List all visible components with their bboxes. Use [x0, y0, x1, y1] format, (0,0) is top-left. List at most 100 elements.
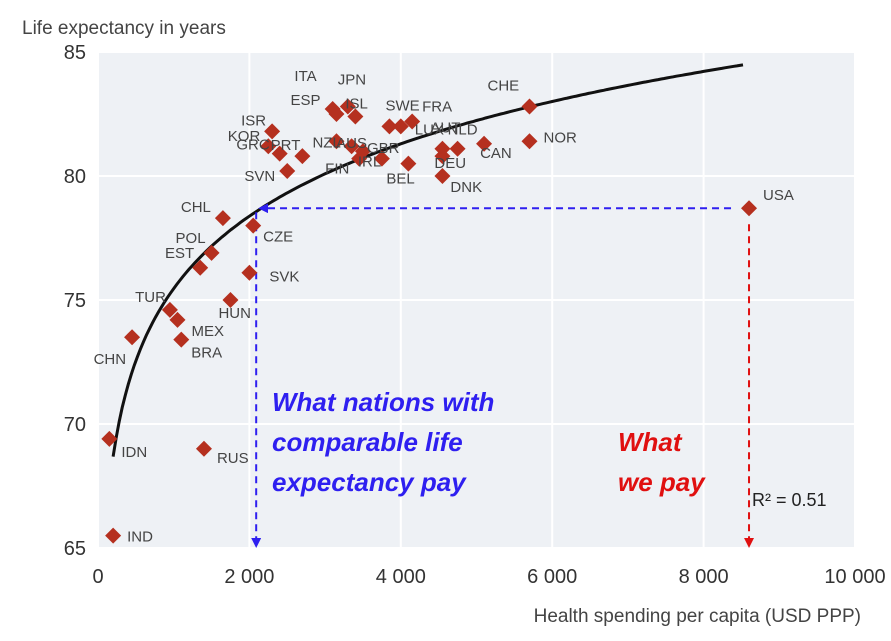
data-points: [101, 98, 758, 544]
annotation-line: What: [618, 427, 683, 457]
annotation-line: comparable life: [272, 427, 463, 457]
data-point-nzl: [328, 133, 345, 150]
y-tick-label: 70: [64, 414, 86, 436]
data-point-kor: [260, 138, 277, 155]
point-label-svn: SVN: [244, 168, 275, 185]
data-point-dnk: [434, 168, 451, 184]
trend-curve: [111, 63, 744, 457]
data-point-bra: [173, 331, 190, 348]
data-point-isl: [347, 108, 364, 125]
data-point-est: [192, 259, 209, 276]
point-label-ind: IND: [127, 529, 153, 546]
point-label-usa: USA: [763, 187, 794, 204]
data-point-bel: [400, 155, 417, 172]
point-label-can: CAN: [480, 145, 512, 162]
data-point-rus: [195, 440, 212, 457]
y-axis-title: Life expectancy in years: [22, 18, 226, 39]
data-point-svk: [241, 264, 258, 281]
point-label-kor: KOR: [228, 128, 261, 145]
data-point-hun: [222, 292, 239, 308]
data-point-prt: [294, 148, 311, 165]
annotation-line: we pay: [618, 467, 706, 497]
x-axis-ticks: 0 2 000 4 000 6 000 8 000 10 000: [92, 566, 885, 588]
point-label-chn: CHN: [94, 351, 127, 368]
point-label-nld: NLD: [448, 122, 478, 139]
point-label-grc: GRC: [236, 137, 270, 154]
point-label-rus: RUS: [217, 450, 249, 467]
point-label-bra: BRA: [191, 345, 222, 362]
y-tick-label: 65: [64, 538, 86, 560]
y-tick-label: 85: [64, 42, 86, 64]
point-label-aus: AUS: [336, 135, 367, 152]
x-tick-label: 2 000: [224, 566, 274, 588]
point-label-aut: AUT: [430, 120, 460, 137]
point-label-chl: CHL: [181, 199, 211, 216]
data-point-cze: [245, 217, 262, 234]
point-label-fra: FRA: [422, 98, 452, 115]
point-label-cze: CZE: [263, 229, 293, 246]
annotation-comparable-nations: What nations with comparable life expectan…: [272, 387, 494, 497]
x-tick-label: 10 000: [824, 566, 885, 588]
y-tick-label: 80: [64, 166, 86, 188]
data-point-svn: [279, 163, 296, 180]
data-point-usa: [741, 200, 758, 217]
data-point-jpn: [339, 98, 356, 115]
point-label-swe: SWE: [385, 97, 419, 114]
y-axis-ticks: 65 70 75 80 85: [64, 42, 86, 560]
data-point-aus: [343, 138, 360, 155]
point-label-mex: MEX: [191, 323, 224, 340]
data-point-idn: [101, 430, 118, 447]
data-point-nld: [449, 140, 466, 157]
data-point-tur: [161, 301, 178, 318]
data-point-deu: [434, 148, 451, 165]
x-tick-label: 8 000: [679, 566, 729, 588]
data-point-esp: [328, 106, 345, 122]
x-tick-label: 0: [92, 566, 103, 588]
data-point-che: [521, 98, 538, 115]
point-label-hun: HUN: [218, 305, 251, 322]
r-squared-label: R² = 0.51: [752, 490, 827, 510]
point-label-dnk: DNK: [450, 179, 482, 196]
point-label-tur: TUR: [135, 289, 166, 306]
annotation-what-we-pay: What we pay: [618, 427, 706, 497]
data-point-ind: [105, 527, 122, 544]
annotation-line: expectancy pay: [272, 467, 467, 497]
data-point-fra: [404, 113, 421, 130]
point-label-isr: ISR: [241, 112, 266, 129]
point-label-ita: ITA: [294, 68, 316, 85]
data-point-irl: [373, 150, 390, 167]
point-label-svk: SVK: [269, 269, 299, 286]
point-label-deu: DEU: [434, 155, 466, 172]
x-tick-label: 6 000: [527, 566, 577, 588]
data-point-chl: [214, 210, 231, 227]
point-label-pol: POL: [176, 230, 206, 247]
point-label-idn: IDN: [121, 444, 147, 461]
point-label-isl: ISL: [345, 95, 368, 112]
data-point-chn: [124, 329, 141, 346]
data-point-grc: [271, 145, 288, 162]
data-point-gbr: [354, 143, 371, 160]
data-point-pol: [203, 244, 220, 261]
point-label-bel: BEL: [386, 171, 414, 188]
data-point-swe: [381, 118, 398, 135]
data-point-mex: [169, 311, 186, 328]
annotation-line: What nations with: [272, 387, 494, 417]
point-label-nor: NOR: [543, 129, 577, 146]
point-label-irl: IRL: [358, 154, 381, 171]
data-point-lux: [392, 118, 409, 135]
x-tick-label: 4 000: [376, 566, 426, 588]
point-label-lux: LUX: [415, 121, 444, 138]
data-point-can: [476, 135, 493, 152]
point-label-jpn: JPN: [338, 72, 366, 89]
point-label-nzl: NZL: [312, 134, 340, 151]
point-label-est: EST: [165, 245, 194, 262]
data-point-nor: [521, 133, 538, 150]
point-label-che: CHE: [487, 78, 519, 95]
point-label-fin: FIN: [325, 161, 349, 178]
data-point-isr: [264, 123, 281, 140]
point-label-prt: PRT: [271, 137, 301, 154]
point-label-gbr: GBR: [367, 140, 400, 157]
guide-arrows: [251, 203, 755, 548]
